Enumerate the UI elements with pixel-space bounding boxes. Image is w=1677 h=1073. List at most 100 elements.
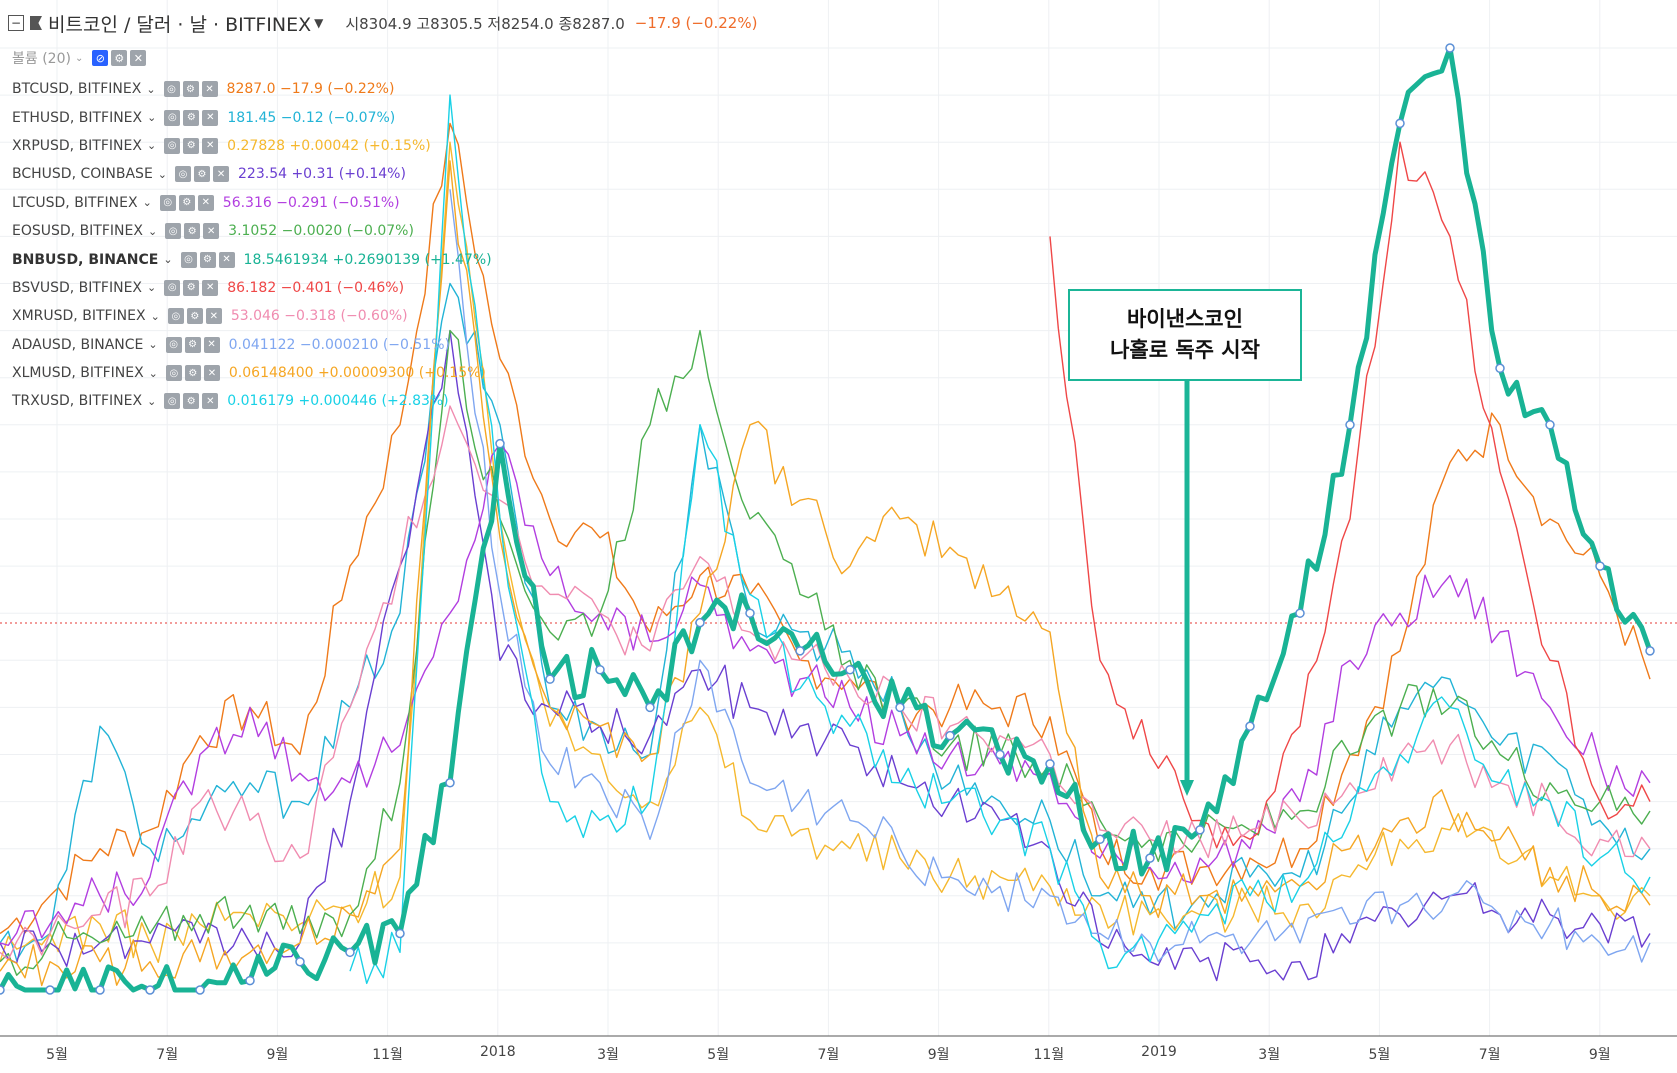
chevron-down-icon[interactable]: ⌄: [146, 82, 156, 96]
legend-symbol[interactable]: XMRUSD, BITFINEX: [12, 308, 146, 325]
series-line-xmrusd[interactable]: [0, 405, 1651, 961]
x-tick-label: 11월: [372, 1047, 403, 1063]
gear-icon[interactable]: ⚙: [194, 166, 211, 183]
flag-icon[interactable]: [30, 16, 42, 30]
chevron-down-icon[interactable]: ▼: [314, 16, 324, 30]
legend-symbol[interactable]: XRPUSD, BITFINEX: [12, 137, 142, 154]
series-line-bsvusd[interactable]: [1049, 141, 1651, 849]
chevron-down-icon[interactable]: ⌄: [147, 281, 157, 295]
close-icon[interactable]: ✕: [203, 223, 220, 240]
legend-row[interactable]: XRPUSD, BITFINEX ⌄ ◎ ⚙ ✕ 0.27828 +0.00042 (+0…: [12, 132, 492, 160]
chevron-down-icon[interactable]: ⌄: [147, 394, 157, 408]
legend-row[interactable]: LTCUSD, BITFINEX ⌄ ◎ ⚙ ✕ 56.316 −0.291 (−0.51…: [12, 189, 492, 217]
close-icon[interactable]: ✕: [203, 365, 220, 382]
gear-icon[interactable]: ⚙: [184, 365, 201, 382]
close-icon[interactable]: ✕: [203, 336, 220, 353]
x-tick-label: 9월: [266, 1047, 289, 1063]
close-icon[interactable]: ✕: [213, 166, 230, 183]
legend-symbol[interactable]: XLMUSD, BITFINEX: [12, 365, 144, 382]
legend-row[interactable]: XLMUSD, BITFINEX ⌄ ◎ ⚙ ✕ 0.06148400 +0.000093…: [12, 359, 492, 387]
chevron-down-icon[interactable]: ⌄: [146, 139, 157, 153]
legend-row[interactable]: BCHUSD, COINBASE ⌄ ◎ ⚙ ✕ 223.54 +0.31 (+0.14%…: [12, 160, 492, 188]
series-line-bnbusd[interactable]: [0, 45, 1653, 993]
close-icon[interactable]: ✕: [202, 137, 219, 154]
eye-icon[interactable]: ◎: [164, 393, 181, 410]
legend-row[interactable]: TRXUSD, BITFINEX ⌄ ◎ ⚙ ✕ 0.016179 +0.000446 (…: [12, 387, 492, 415]
gear-icon[interactable]: ⚙: [178, 194, 195, 211]
series-line-ethusd[interactable]: [0, 282, 1651, 961]
legend-row[interactable]: BNBUSD, BINANCE ⌄ ◎ ⚙ ✕ 18.5461934 +0.2690139…: [12, 245, 492, 273]
legend-row[interactable]: BSVUSD, BITFINEX ⌄ ◎ ⚙ ✕ 86.182 −0.401 (−0.46…: [12, 274, 492, 302]
gear-icon[interactable]: ⚙: [183, 109, 200, 126]
gear-icon[interactable]: ⚙: [183, 393, 200, 410]
series-line-eosusd[interactable]: [0, 329, 1651, 976]
close-icon[interactable]: ✕: [202, 279, 219, 296]
chevron-down-icon[interactable]: ⌄: [163, 253, 173, 267]
gear-icon[interactable]: ⚙: [184, 336, 201, 353]
chevron-down-icon[interactable]: ⌄: [74, 52, 84, 64]
eye-icon[interactable]: ◎: [165, 336, 182, 353]
eye-icon[interactable]: ◎: [175, 166, 192, 183]
chevron-down-icon[interactable]: ⌄: [147, 224, 158, 238]
legend-row[interactable]: EOSUSD, BITFINEX ⌄ ◎ ⚙ ✕ 3.1052 −0.0020 (−0.0…: [12, 217, 492, 245]
bnb-marker: [1145, 853, 1155, 863]
bnb-marker: [595, 664, 605, 675]
series-line-btcusd[interactable]: [0, 122, 1651, 935]
legend-symbol[interactable]: TRXUSD, BITFINEX: [12, 393, 143, 410]
series-line-xlmusd[interactable]: [0, 160, 1651, 987]
legend-symbol[interactable]: EOSUSD, BITFINEX: [12, 223, 143, 240]
x-tick-label: 3월: [597, 1047, 619, 1063]
eye-icon[interactable]: ◎: [165, 223, 182, 240]
legend-symbol[interactable]: BSVUSD, BITFINEX: [12, 279, 143, 296]
chevron-down-icon[interactable]: ⌄: [148, 338, 158, 352]
gear-icon[interactable]: ⚙: [183, 137, 200, 154]
series-line-xrpusd[interactable]: [0, 141, 1651, 963]
close-icon[interactable]: ✕: [218, 251, 235, 268]
eye-icon[interactable]: ◎: [159, 194, 176, 211]
volume-indicator[interactable]: 볼륨 (20) ⌄ ⊘ ⚙ ✕: [12, 47, 147, 69]
legend-symbol[interactable]: BNBUSD, BINANCE: [12, 251, 159, 268]
legend-symbol[interactable]: ADAUSD, BINANCE: [12, 336, 144, 353]
chevron-down-icon[interactable]: ⌄: [142, 196, 152, 210]
close-icon[interactable]: ✕: [205, 308, 222, 325]
eye-icon[interactable]: ◎: [167, 308, 184, 325]
eye-icon[interactable]: ◎: [180, 251, 197, 268]
eye-icon[interactable]: ◎: [163, 81, 180, 98]
eye-icon[interactable]: ◎: [164, 279, 181, 296]
close-icon[interactable]: ✕: [130, 50, 147, 66]
series-line-ltcusd[interactable]: [0, 442, 1651, 946]
close-icon[interactable]: ✕: [202, 109, 219, 126]
series-line-trxusd[interactable]: [349, 94, 1651, 985]
gear-icon[interactable]: ⚙: [111, 50, 128, 66]
gear-icon[interactable]: ⚙: [199, 251, 216, 268]
chevron-down-icon[interactable]: ⌄: [147, 111, 157, 125]
legend-symbol[interactable]: BTCUSD, BITFINEX: [12, 81, 142, 98]
series-line-adausd[interactable]: [449, 189, 1651, 963]
legend-row[interactable]: ETHUSD, BITFINEX ⌄ ◎ ⚙ ✕ 181.45 −0.12 (−0.07%…: [12, 103, 492, 131]
legend-values: 53.046 −0.318 (−0.60%): [230, 308, 408, 325]
gear-icon[interactable]: ⚙: [184, 223, 201, 240]
gear-icon[interactable]: ⚙: [182, 81, 199, 98]
legend-row[interactable]: ADAUSD, BINANCE ⌄ ◎ ⚙ ✕ 0.041122 −0.000210 (−…: [12, 331, 492, 359]
legend-symbol[interactable]: BCHUSD, COINBASE: [12, 166, 153, 183]
symbol-title[interactable]: 비트코인 / 달러 · 날 · BITFINEX: [48, 13, 312, 36]
chevron-down-icon[interactable]: ⌄: [157, 167, 168, 181]
bnb-marker: [1245, 721, 1255, 731]
close-icon[interactable]: ✕: [202, 393, 219, 410]
legend-symbol[interactable]: ETHUSD, BITFINEX: [12, 109, 143, 126]
hide-icon[interactable]: ⊘: [92, 50, 109, 66]
legend-row[interactable]: XMRUSD, BITFINEX ⌄ ◎ ⚙ ✕ 53.046 −0.318 (−0.60…: [12, 302, 492, 330]
legend-row[interactable]: BTCUSD, BITFINEX ⌄ ◎ ⚙ ✕ 8287.0 −17.9 (−0.22%…: [12, 75, 492, 103]
gear-icon[interactable]: ⚙: [183, 279, 200, 296]
legend-symbol[interactable]: LTCUSD, BITFINEX: [12, 194, 138, 211]
chevron-down-icon[interactable]: ⌄: [148, 366, 158, 380]
chevron-down-icon[interactable]: ⌄: [150, 309, 160, 323]
close-icon[interactable]: ✕: [197, 194, 214, 211]
collapse-icon[interactable]: −: [8, 15, 24, 31]
eye-icon[interactable]: ◎: [165, 365, 182, 382]
close-icon[interactable]: ✕: [201, 81, 218, 98]
eye-icon[interactable]: ◎: [164, 137, 181, 154]
eye-icon[interactable]: ◎: [164, 109, 181, 126]
gear-icon[interactable]: ⚙: [186, 308, 203, 325]
